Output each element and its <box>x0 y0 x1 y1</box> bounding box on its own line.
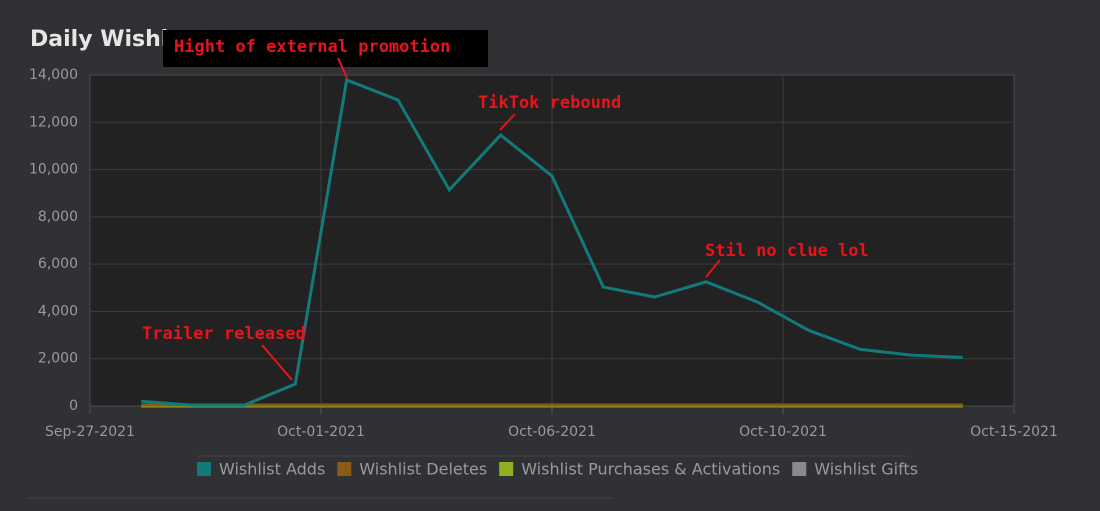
y-tick-label: 0 <box>69 398 78 414</box>
y-tick-label: 12,000 <box>29 114 78 130</box>
x-tick-label: Sep-27-2021 <box>45 424 135 440</box>
legend-label: Wishlist Deletes <box>359 460 487 479</box>
annotation-leader <box>499 113 516 131</box>
y-tick-label: 2,000 <box>38 351 78 367</box>
x-tick-label: Oct-06-2021 <box>508 424 596 440</box>
legend-label: Wishlist Gifts <box>814 460 918 479</box>
annotation-leader <box>261 344 293 381</box>
legend-label: Wishlist Adds <box>219 460 325 479</box>
y-tick-label: 14,000 <box>29 67 78 83</box>
y-tick-label: 8,000 <box>38 209 78 225</box>
legend-swatch <box>197 462 211 476</box>
y-tick-label: 4,000 <box>38 303 78 319</box>
y-tick-label: 6,000 <box>38 256 78 272</box>
x-tick-label: Oct-15-2021 <box>970 424 1058 440</box>
annotation-box <box>163 30 488 67</box>
annotation: TikTok rebound <box>478 93 621 113</box>
annotation: Stil no clue lol <box>705 241 869 261</box>
y-tick-label: 10,000 <box>29 162 78 178</box>
annotation-leader <box>337 57 348 79</box>
chart-title: Daily Wishl <box>30 27 168 52</box>
legend-swatch <box>499 462 514 476</box>
x-tick-label: Oct-01-2021 <box>277 424 365 440</box>
legend-label: Wishlist Purchases & Activations <box>521 460 780 479</box>
legend-swatch <box>337 462 352 476</box>
annotation-leader <box>705 259 721 278</box>
legend-swatch <box>792 462 807 476</box>
annotation: Hight of external promotion <box>174 37 450 57</box>
series-line <box>141 77 963 407</box>
annotation: Trailer released <box>142 324 306 344</box>
x-tick-label: Oct-10-2021 <box>739 424 827 440</box>
